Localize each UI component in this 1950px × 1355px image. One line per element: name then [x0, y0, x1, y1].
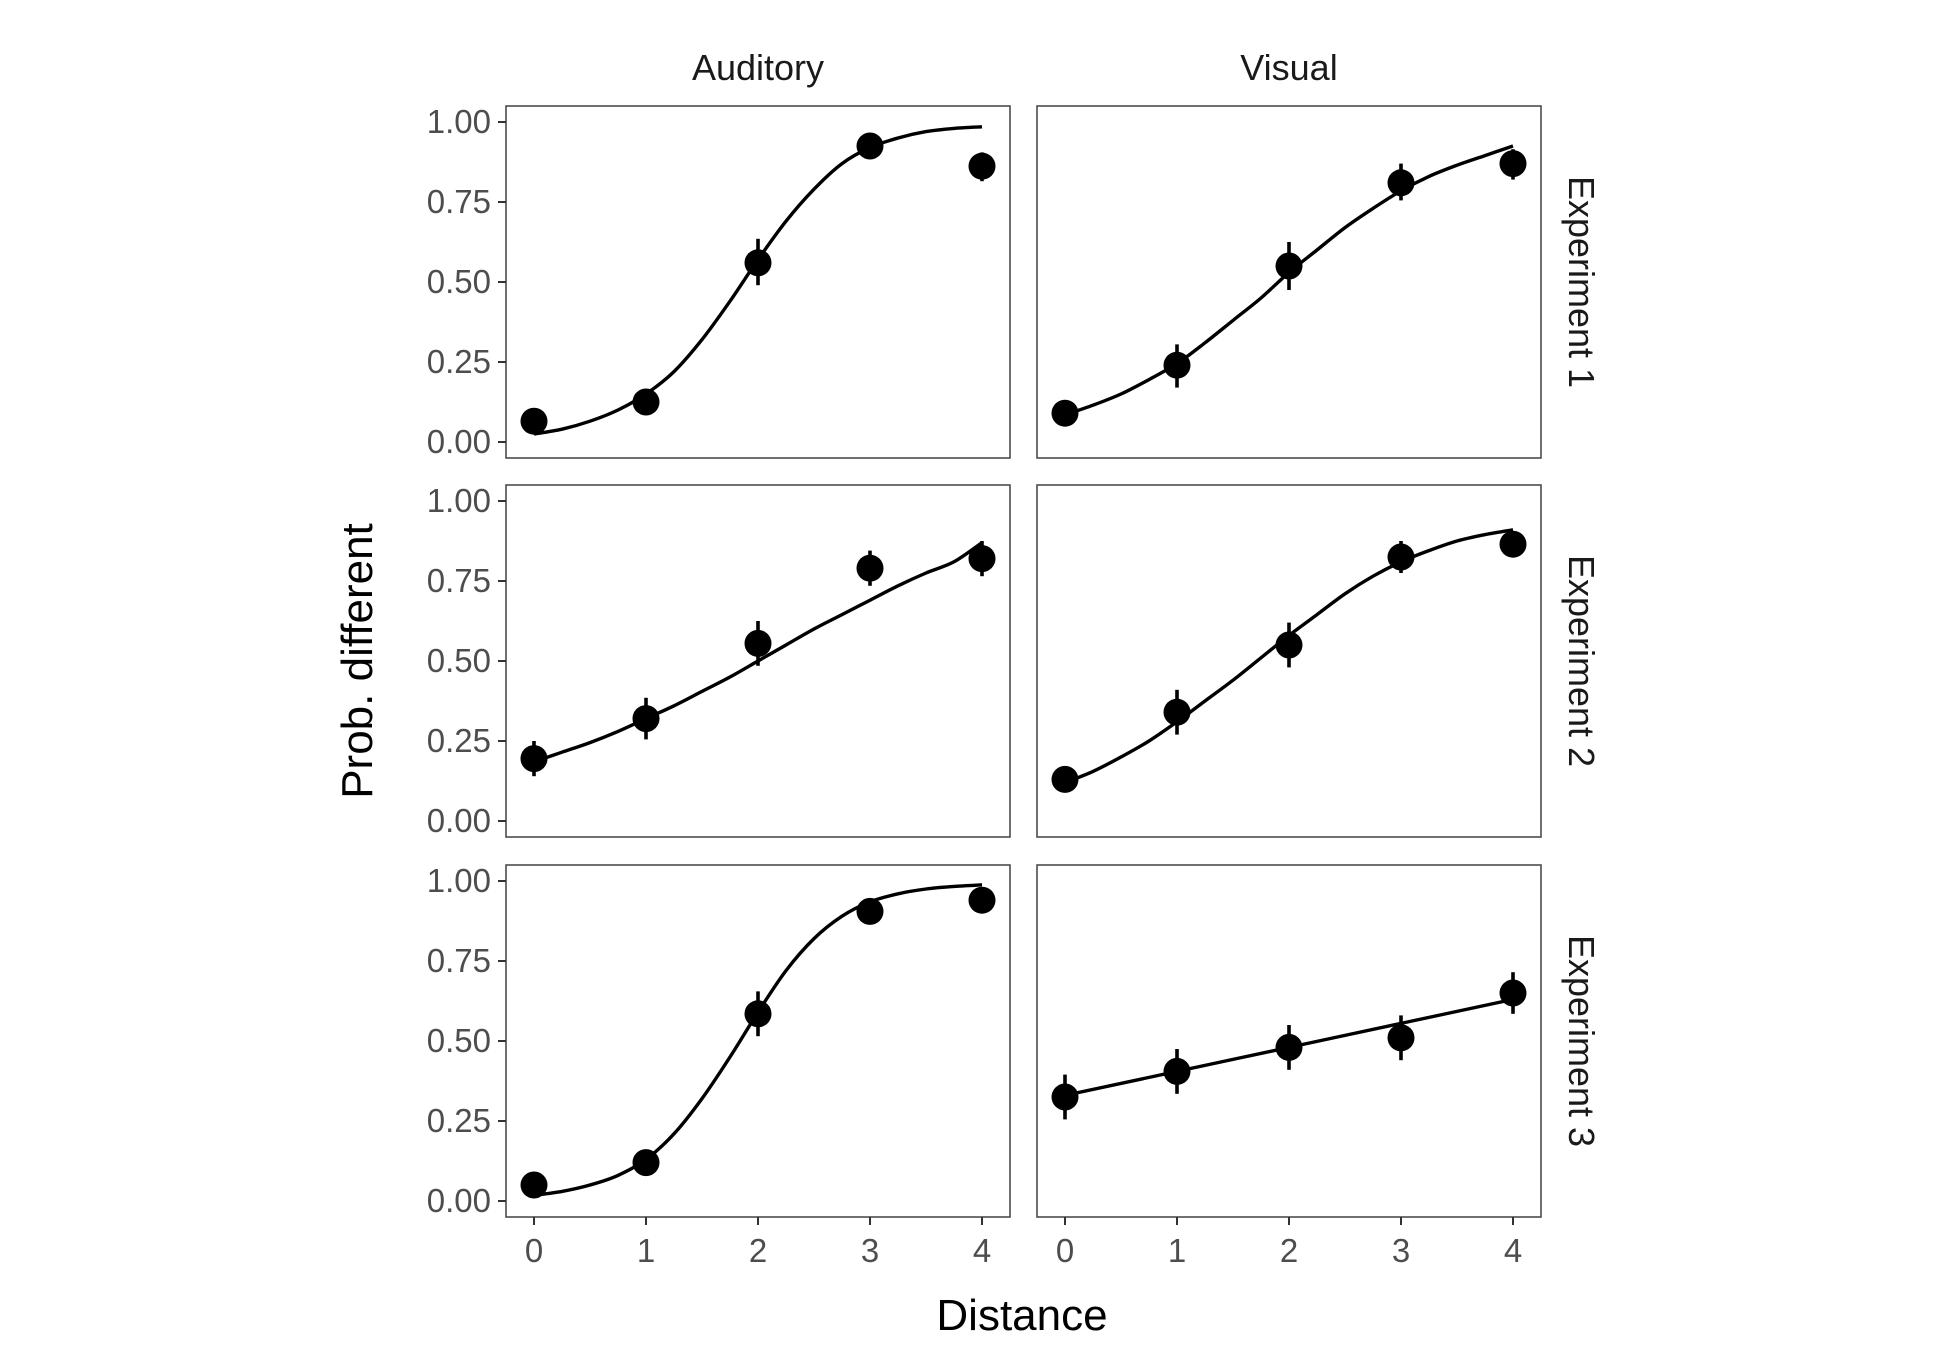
- x-tick-label: 0: [525, 1232, 543, 1269]
- y-tick-label: 0.25: [427, 722, 491, 759]
- column-strip-label: Auditory: [692, 47, 824, 88]
- data-point: [968, 886, 996, 914]
- data-point: [520, 1171, 548, 1199]
- column-strip-label: Visual: [1240, 47, 1337, 88]
- row-strip-label: Experiment 2: [1561, 555, 1602, 767]
- data-point: [632, 1149, 660, 1177]
- y-tick-label: 0.75: [427, 942, 491, 979]
- panel-auditory-experiment-2: [505, 484, 1011, 838]
- data-point: [632, 705, 660, 733]
- y-axis-title: Prob. different: [333, 523, 382, 799]
- data-point: [1163, 1057, 1191, 1085]
- panel-auditory-experiment-1: [505, 105, 1011, 459]
- y-tick-label: 0.00: [427, 1182, 491, 1219]
- x-tick-label: 3: [1392, 1232, 1410, 1269]
- data-point: [1499, 979, 1527, 1007]
- x-tick-label: 1: [1168, 1232, 1186, 1269]
- data-point: [856, 554, 884, 582]
- y-tick-label: 0.75: [427, 562, 491, 599]
- x-tick-label: 3: [861, 1232, 879, 1269]
- data-point: [1387, 543, 1415, 571]
- x-tick-label: 4: [973, 1232, 991, 1269]
- y-tick-label: 1.00: [427, 862, 491, 899]
- x-tick-label: 0: [1056, 1232, 1074, 1269]
- y-tick-label: 0.50: [427, 642, 491, 679]
- y-tick-label: 1.00: [427, 482, 491, 519]
- data-point: [856, 897, 884, 925]
- panel-visual-experiment-2: [1036, 484, 1542, 838]
- x-tick-label: 2: [749, 1232, 767, 1269]
- panel-auditory-experiment-3: [505, 864, 1011, 1218]
- data-point: [1387, 169, 1415, 197]
- data-point: [968, 545, 996, 573]
- data-point: [1499, 530, 1527, 558]
- x-axis-title: Distance: [936, 1291, 1107, 1340]
- row-strip-label: Experiment 1: [1561, 176, 1602, 388]
- panel-visual-experiment-3: [1036, 864, 1542, 1218]
- panel-border: [505, 484, 1011, 838]
- data-point: [1275, 252, 1303, 280]
- data-point: [1163, 698, 1191, 726]
- data-point: [1051, 1083, 1079, 1111]
- data-point: [1275, 1033, 1303, 1061]
- data-point: [1051, 399, 1079, 427]
- data-point: [1163, 351, 1191, 379]
- data-point: [744, 249, 772, 277]
- data-point: [968, 152, 996, 180]
- x-tick-label: 2: [1280, 1232, 1298, 1269]
- y-tick-label: 0.00: [427, 802, 491, 839]
- axes-layer: 0.00 0.25 0.50 0.75 1.00 0.00 0.25 0.50 0.75 1.00…: [427, 103, 1522, 1269]
- panels-layer: [505, 105, 1542, 1218]
- data-point: [1275, 631, 1303, 659]
- data-point: [632, 388, 660, 416]
- y-tick-label: 0.50: [427, 1022, 491, 1059]
- data-point: [520, 407, 548, 435]
- x-tick-label: 1: [637, 1232, 655, 1269]
- x-tick-label: 4: [1504, 1232, 1522, 1269]
- data-point: [744, 1000, 772, 1028]
- data-point: [520, 745, 548, 773]
- data-point: [856, 132, 884, 160]
- panel-visual-experiment-1: [1036, 105, 1542, 459]
- y-tick-label: 0.75: [427, 183, 491, 220]
- y-tick-label: 0.00: [427, 423, 491, 460]
- data-point: [1051, 765, 1079, 793]
- panel-border: [1036, 864, 1542, 1218]
- data-point: [1387, 1024, 1415, 1052]
- y-tick-label: 1.00: [427, 103, 491, 140]
- y-tick-label: 0.25: [427, 1102, 491, 1139]
- y-tick-label: 0.25: [427, 343, 491, 380]
- data-point: [1499, 150, 1527, 178]
- y-tick-label: 0.50: [427, 263, 491, 300]
- data-point: [744, 629, 772, 657]
- panel-border: [505, 864, 1011, 1218]
- row-strip-label: Experiment 3: [1561, 935, 1602, 1147]
- strip-labels-layer: Auditory Visual Experiment 1 Experiment 2 Ex…: [692, 47, 1602, 1147]
